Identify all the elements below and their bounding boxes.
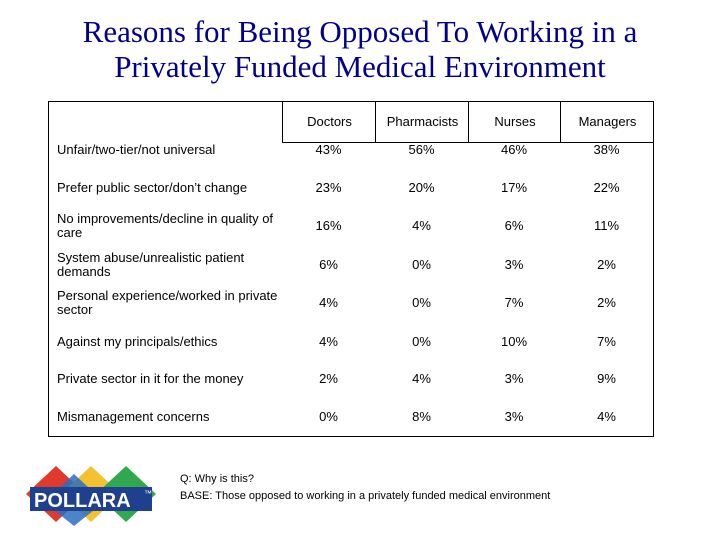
column-header-nurses: Nurses xyxy=(468,102,561,143)
cell-doctors: 4% xyxy=(319,295,338,310)
row-label: Mismanagement concerns xyxy=(57,409,210,424)
logo-wordmark: POLLARA xyxy=(34,490,131,512)
cell-managers: 2% xyxy=(597,257,616,272)
cell-doctors: 2% xyxy=(319,371,338,386)
cell-doctors: 23% xyxy=(315,180,342,195)
table-row: No improvements/decline in quality of ca… xyxy=(49,207,653,245)
page-title: Reasons for Being Opposed To Working in … xyxy=(0,14,720,84)
cell-pharmacists: 0% xyxy=(412,334,431,349)
footnote: Q: Why is this? BASE: Those opposed to w… xyxy=(180,471,550,505)
row-label: Personal experience/worked in private se… xyxy=(57,288,278,317)
table-row: Personal experience/worked in private se… xyxy=(49,284,653,322)
cell-nurses: 6% xyxy=(504,218,524,233)
pollara-logo-graphic: POLLARA ™ xyxy=(26,466,156,526)
cell-managers: 22% xyxy=(593,180,620,195)
cell-pharmacists: 0% xyxy=(412,257,431,272)
row-label: Private sector in it for the money xyxy=(57,371,244,386)
cell-pharmacists: 4% xyxy=(412,371,431,386)
cell-doctors: 6% xyxy=(319,257,338,272)
column-header-pharmacists: Pharmacists xyxy=(375,102,469,143)
cell-pharmacists: 20% xyxy=(408,180,435,195)
row-label: Unfair/two-tier/not universal xyxy=(57,142,216,157)
cell-managers: 38% xyxy=(593,142,620,157)
cell-pharmacists: 0% xyxy=(412,295,431,310)
column-header-doctors: Doctors xyxy=(282,102,376,143)
title-line-1: Reasons for Being Opposed To Working in … xyxy=(82,14,638,49)
cell-nurses: 17% xyxy=(500,180,528,195)
table-row: Unfair/two-tier/not universal 43% 56% 46… xyxy=(49,131,653,169)
pollara-logo: POLLARA ™ xyxy=(16,464,166,526)
logo-wordmark-bg xyxy=(30,487,152,511)
results-table: Doctors Pharmacists Nurses Managers Unfa… xyxy=(48,101,654,437)
cell-nurses: 3% xyxy=(504,257,524,272)
table-row: Private sector in it for the money 2% 4%… xyxy=(49,360,653,398)
cell-managers: 7% xyxy=(597,334,616,349)
cell-pharmacists: 4% xyxy=(412,218,431,233)
cell-nurses: 3% xyxy=(504,371,524,386)
cell-nurses: 7% xyxy=(504,295,524,310)
footnote-base: BASE: Those opposed to working in a priv… xyxy=(180,490,551,502)
cell-managers: 11% xyxy=(593,218,620,233)
table-row: Prefer public sector/don’t change 23% 20… xyxy=(49,169,653,207)
table-row: Mismanagement concerns 0% 8% 3% 4% xyxy=(49,398,653,436)
cell-doctors: 16% xyxy=(315,218,342,233)
cell-managers: 9% xyxy=(597,371,616,386)
cell-pharmacists: 8% xyxy=(412,409,431,424)
cell-managers: 4% xyxy=(597,409,616,424)
row-label: System abuse/unrealistic patient demands xyxy=(57,250,245,279)
cell-nurses: 3% xyxy=(504,409,524,424)
footnote-question: Q: Why is this? xyxy=(180,473,254,485)
cell-doctors: 4% xyxy=(319,334,338,349)
table-row: System abuse/unrealistic patient demands… xyxy=(49,246,653,284)
cell-pharmacists: 56% xyxy=(408,142,435,157)
cell-doctors: 0% xyxy=(319,409,338,424)
column-header-managers: Managers xyxy=(560,102,654,143)
table-row: Against my principals/ethics 4% 0% 10% 7… xyxy=(49,323,653,361)
logo-trademark: ™ xyxy=(144,489,152,498)
row-label: No improvements/decline in quality of ca… xyxy=(57,211,274,240)
cell-managers: 2% xyxy=(597,295,616,310)
title-line-2: Privately Funded Medical Environment xyxy=(114,49,606,84)
cell-nurses: 46% xyxy=(500,142,528,157)
row-label: Against my principals/ethics xyxy=(57,334,218,349)
cell-nurses: 10% xyxy=(500,334,528,349)
row-label: Prefer public sector/don’t change xyxy=(57,180,248,195)
cell-doctors: 43% xyxy=(315,142,342,157)
